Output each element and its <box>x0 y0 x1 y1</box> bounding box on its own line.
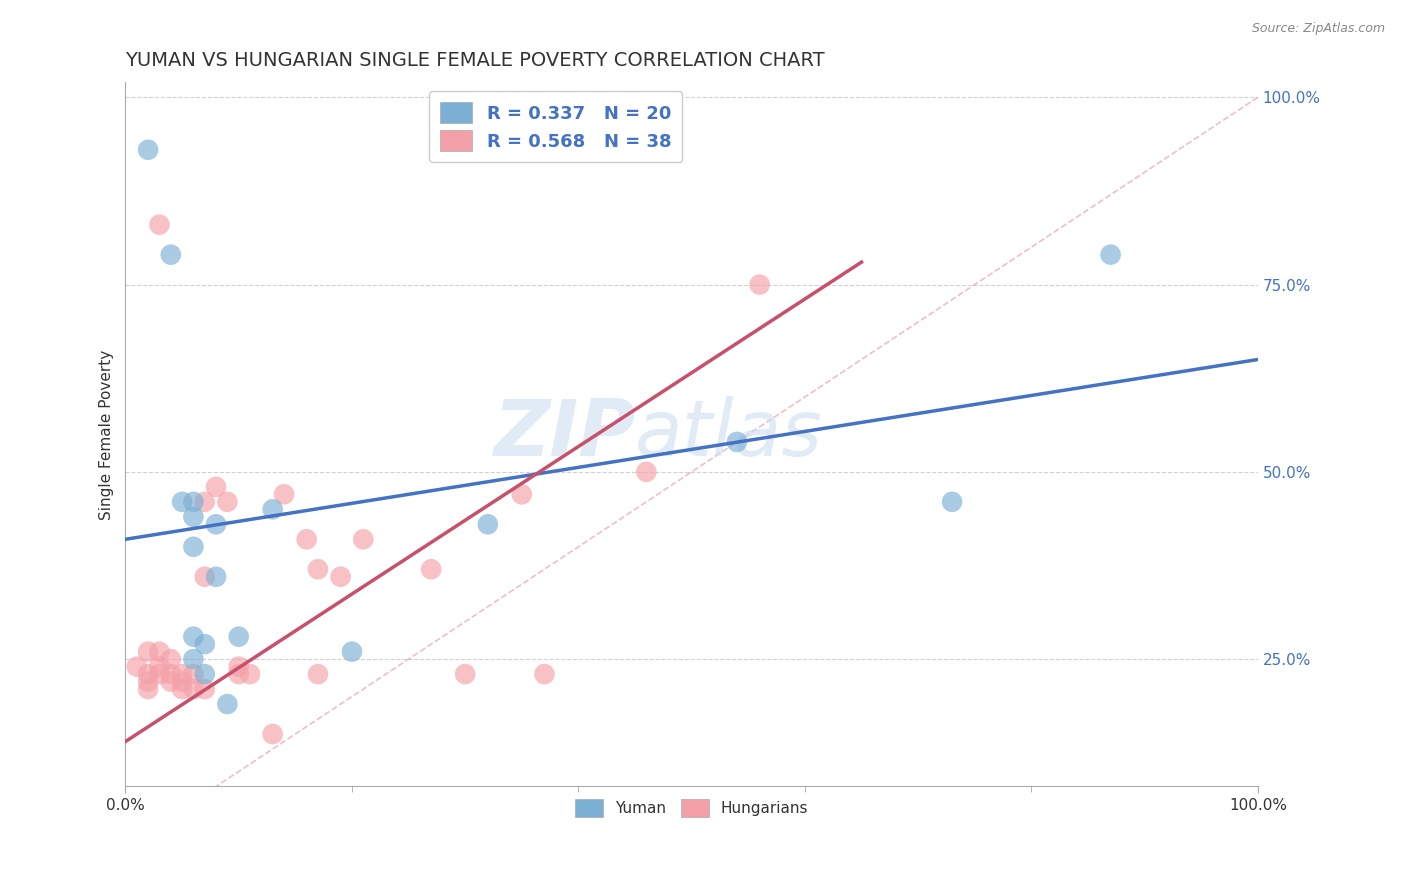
Point <box>136 682 159 697</box>
Point <box>420 562 443 576</box>
Point <box>172 674 194 689</box>
Point <box>159 247 181 261</box>
Point <box>183 667 205 681</box>
Point <box>194 682 217 697</box>
Point <box>295 533 318 547</box>
Point <box>307 562 329 576</box>
Text: Source: ZipAtlas.com: Source: ZipAtlas.com <box>1251 22 1385 36</box>
Point <box>194 667 217 681</box>
Point <box>194 570 217 584</box>
Point <box>148 667 170 681</box>
Point <box>205 570 228 584</box>
Point <box>228 630 250 644</box>
Text: ZIP: ZIP <box>492 396 636 473</box>
Point <box>136 143 159 157</box>
Point <box>340 645 363 659</box>
Point <box>228 659 250 673</box>
Point <box>205 480 228 494</box>
Point <box>748 277 770 292</box>
Text: atlas: atlas <box>636 396 823 473</box>
Point <box>148 218 170 232</box>
Point <box>262 727 284 741</box>
Point <box>239 667 262 681</box>
Legend: Yuman, Hungarians: Yuman, Hungarians <box>568 792 815 824</box>
Point <box>172 682 194 697</box>
Point <box>510 487 533 501</box>
Point <box>159 652 181 666</box>
Point <box>1099 247 1122 261</box>
Point <box>148 659 170 673</box>
Point <box>307 667 329 681</box>
Point <box>159 667 181 681</box>
Point <box>183 682 205 697</box>
Point <box>262 502 284 516</box>
Point <box>228 667 250 681</box>
Point <box>159 674 181 689</box>
Point <box>183 509 205 524</box>
Point <box>205 517 228 532</box>
Point <box>194 637 217 651</box>
Point <box>352 533 374 547</box>
Point <box>183 630 205 644</box>
Point <box>941 495 963 509</box>
Point <box>217 697 239 711</box>
Point <box>217 495 239 509</box>
Text: YUMAN VS HUNGARIAN SINGLE FEMALE POVERTY CORRELATION CHART: YUMAN VS HUNGARIAN SINGLE FEMALE POVERTY… <box>125 51 825 70</box>
Point <box>183 495 205 509</box>
Point <box>454 667 477 681</box>
Point <box>183 652 205 666</box>
Point <box>725 434 748 449</box>
Point <box>136 667 159 681</box>
Point <box>136 674 159 689</box>
Point <box>125 659 148 673</box>
Point <box>477 517 499 532</box>
Point <box>183 540 205 554</box>
Point <box>636 465 658 479</box>
Point <box>172 667 194 681</box>
Point <box>172 495 194 509</box>
Point <box>136 645 159 659</box>
Point <box>329 570 352 584</box>
Point <box>533 667 555 681</box>
Point <box>194 495 217 509</box>
Y-axis label: Single Female Poverty: Single Female Poverty <box>100 350 114 519</box>
Point <box>148 645 170 659</box>
Point <box>273 487 295 501</box>
